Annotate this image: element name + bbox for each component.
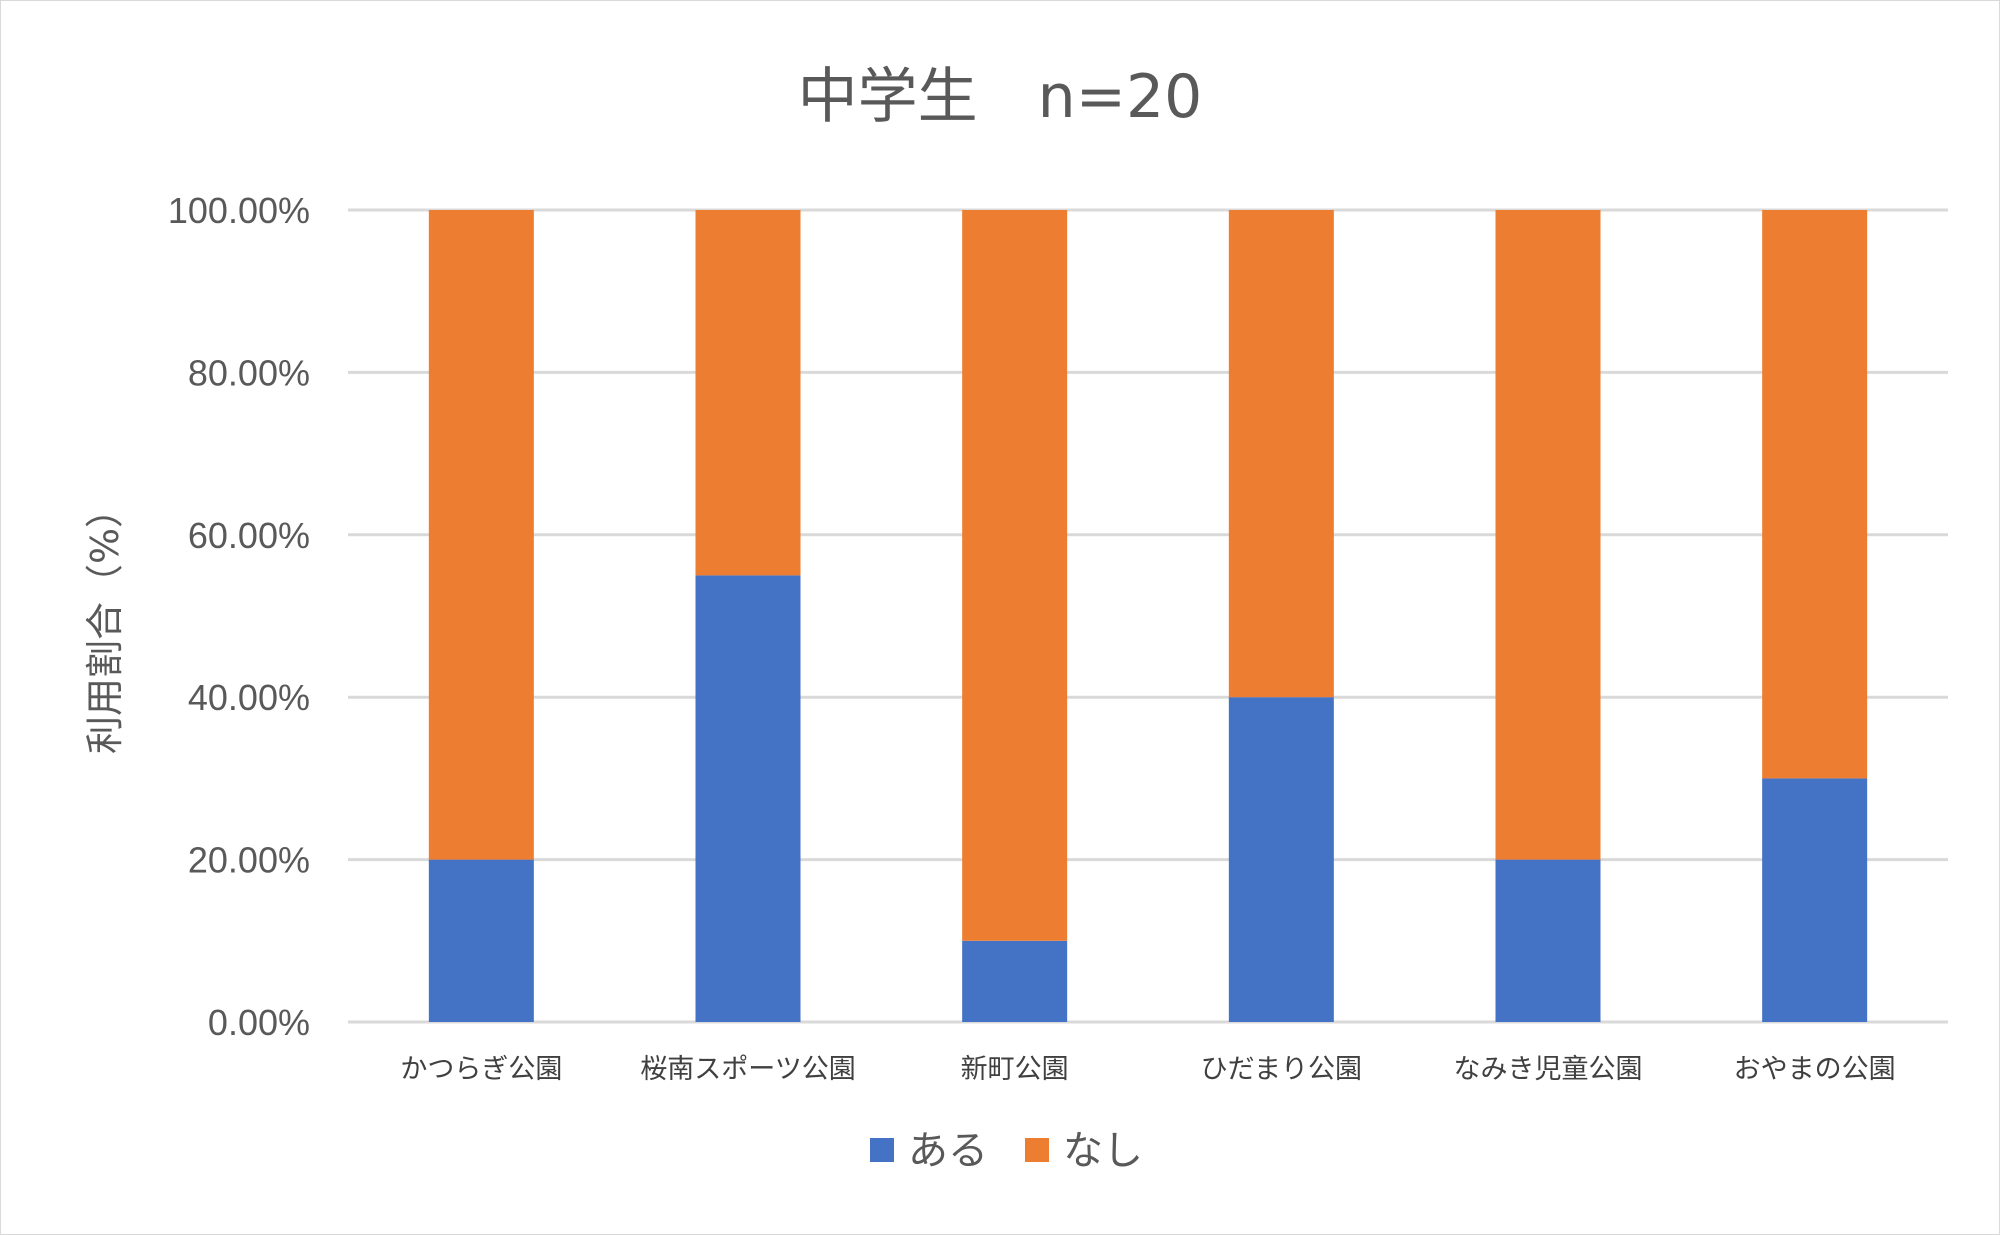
x-category-label: 桜南スポーツ公園 bbox=[640, 1054, 855, 1085]
x-category-label: おやまの公園 bbox=[1734, 1054, 1896, 1085]
chart-title: 中学生 n=20 bbox=[798, 62, 1203, 132]
bar-segment bbox=[962, 210, 1068, 941]
legend-label: ある bbox=[908, 1128, 988, 1174]
gridlines bbox=[348, 208, 1948, 1024]
legend: ある なし bbox=[870, 1128, 1143, 1174]
bar-segment bbox=[695, 575, 801, 1022]
bar-segment bbox=[428, 859, 534, 1022]
bar-segment bbox=[428, 210, 534, 860]
bar-segment bbox=[1495, 210, 1601, 860]
x-axis-categories: かつらぎ公園 桜南スポーツ公園 新町公園 ひだまり公園 なみき児童公園 おやまの公園 bbox=[400, 1054, 1895, 1085]
bar-segment bbox=[695, 210, 801, 576]
x-category-label: ひだまり公園 bbox=[1201, 1054, 1362, 1085]
x-category-label: かつらぎ公園 bbox=[400, 1054, 562, 1085]
y-axis-ticks: 0.00% 20.00% 40.00% 60.00% 80.00% 100.00% bbox=[168, 190, 310, 1043]
y-tick-label: 20.00% bbox=[188, 840, 310, 881]
y-tick-label: 80.00% bbox=[188, 352, 310, 393]
bar-segment bbox=[1228, 210, 1334, 698]
x-category-label: なみき児童公園 bbox=[1454, 1054, 1643, 1085]
y-tick-label: 100.00% bbox=[168, 190, 310, 231]
bar-segment bbox=[1762, 778, 1868, 1022]
bar-segment bbox=[1495, 859, 1601, 1022]
y-axis-label: 利用割合（%） bbox=[83, 490, 127, 754]
bars bbox=[428, 210, 1868, 1022]
legend-label: なし bbox=[1063, 1128, 1143, 1174]
bar-segment bbox=[1762, 210, 1868, 779]
y-tick-label: 60.00% bbox=[188, 515, 310, 556]
legend-swatch bbox=[870, 1138, 894, 1162]
y-tick-label: 0.00% bbox=[208, 1002, 310, 1043]
x-category-label: 新町公園 bbox=[961, 1054, 1069, 1085]
bar-segment bbox=[962, 940, 1068, 1022]
y-tick-label: 40.00% bbox=[188, 677, 310, 718]
bar-segment bbox=[1228, 697, 1334, 1022]
legend-swatch bbox=[1025, 1138, 1049, 1162]
